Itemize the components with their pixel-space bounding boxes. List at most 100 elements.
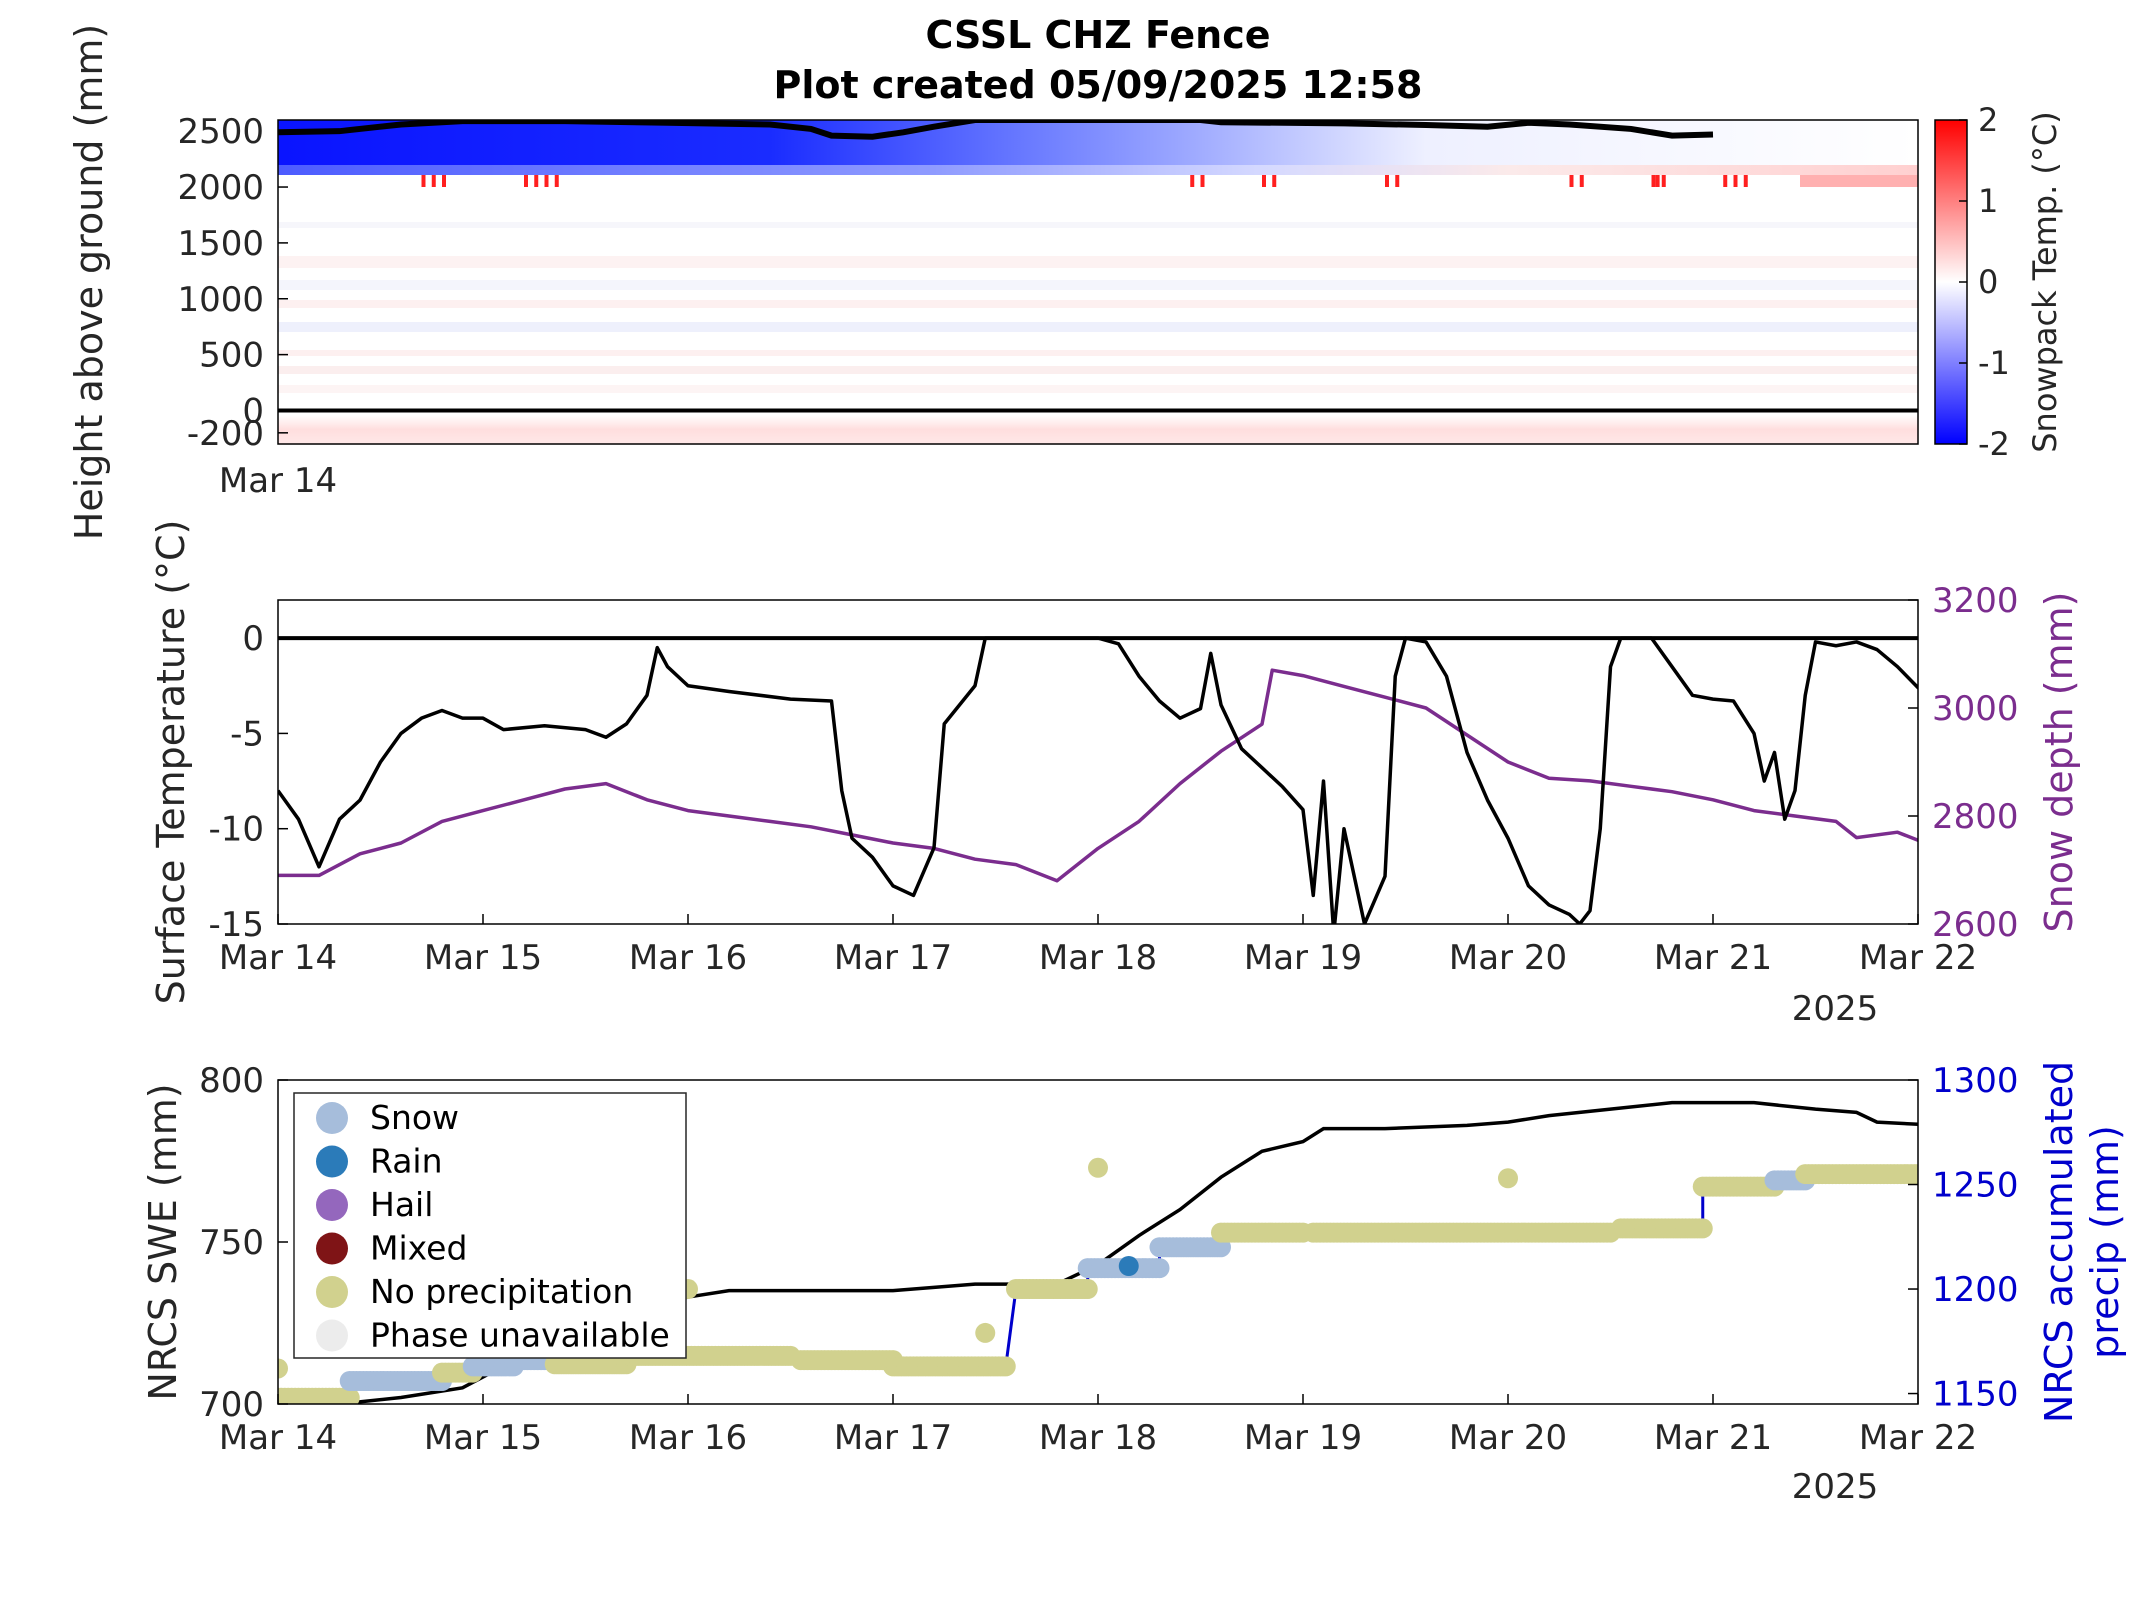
swe-ytick-label: 750 [199,1223,264,1263]
legend-label: Rain [370,1142,443,1181]
heatmap-ytick-label: 1000 [177,280,264,320]
temperature-ytick-label: -15 [208,905,264,945]
snow-depth-y-ticks: 2600 2800 3000 3200 [1908,581,2019,945]
temperature-xtick-label: Mar 17 [834,938,952,978]
precip-marker [1914,1166,1918,1182]
figure-subtitle: Plot created 05/09/2025 12:58 [774,63,1423,107]
snow-depth-ylabel: Snow depth (mm) [2037,592,2081,933]
swe-ytick-label: 800 [199,1061,264,1101]
precip-spike-marker [1498,1168,1518,1189]
precip-marker [2017,1164,2037,1184]
precip-marker [1692,1218,1713,1239]
temperature-xtick-label: Mar 14 [219,938,337,978]
swe-ylabel: NRCS SWE (mm) [141,1083,185,1400]
swe-xtick-label: Mar 18 [1039,1418,1157,1458]
precip-marker [1077,1279,1098,1300]
heatmap-ytick-label: 500 [199,336,264,376]
snow-depth-ytick-label: 2800 [1932,797,2019,837]
swe-ytick-label: 700 [199,1385,264,1425]
temperature-ytick-label: -5 [230,714,264,754]
heatmap-ytick-label: 2000 [177,168,264,208]
legend-box [293,1092,687,1359]
heatmap-ytick-label: -200 [187,414,264,454]
swe-xtick-label: Mar 22 [1859,1418,1977,1458]
precip-marker [1149,1258,1170,1279]
colorbar: 2 1 0 -1 -2 Snowpack Temp. (°C) [1934,101,2064,463]
temperature-xtick-label: Mar 20 [1449,938,1567,978]
precip-phase-markers [278,1157,2037,1404]
colorbar-tick-label: 2 [1978,101,1998,139]
colorbar-tick-label: -2 [1978,425,2010,463]
precip-spike-marker [1088,1157,1108,1178]
colorbar-label: Snowpack Temp. (°C) [2026,111,2064,453]
swe-xtick-label: Mar 16 [629,1418,747,1458]
swe-x-ticks: Mar 14 Mar 15 Mar 16 Mar 17 Mar 18 Mar 19 Mar … [219,1394,1977,1458]
colorbar-tick-label: 1 [1978,182,1998,220]
colorbar-tick-label: -1 [1978,344,2010,382]
precip-ytick-label: 1150 [1932,1375,2019,1415]
legend-label: Hail [370,1185,433,1224]
heatmap-xtick-label: Mar 14 [219,461,337,501]
precip-marker [339,1387,360,1404]
precip-ylabel-line2: precip (mm) [2083,1125,2127,1359]
swe-xtick-label: Mar 21 [1654,1418,1772,1458]
precip-spike-marker [975,1322,996,1343]
legend-label: Phase unavailable [370,1316,670,1355]
temperature-year-label: 2025 [1792,989,1879,1029]
heatmap-axes-box [277,119,1919,445]
snow-depth-line [278,668,1918,883]
rain-marker [1118,1256,1139,1277]
heatmap-y-ticks: -2000 500 1000 1500 2000 2500 [177,112,288,454]
temperature-y-ticks: -15 -10 -5 0 [208,619,288,945]
snow-depth-ytick-label: 3200 [1932,581,2019,621]
temperature-plot-area [278,600,1918,924]
temperature-xtick-label: Mar 22 [1859,938,1977,978]
precip-marker [1911,1164,1918,1184]
swe-year-label: 2025 [1792,1467,1879,1507]
heatmap-ytick-label: 0 [242,391,264,431]
temperature-xtick-label: Mar 19 [1244,938,1362,978]
swe-xtick-label: Mar 19 [1244,1418,1362,1458]
legend-label: Mixed [370,1229,467,1268]
legend-swatch [316,1102,348,1134]
legend-swatch [316,1232,348,1265]
temperature-x-ticks: Mar 14 Mar 15 Mar 16 Mar 17 Mar 18 Mar 19 Mar … [219,914,1977,978]
legend-label: Snow [370,1098,459,1137]
temperature-xtick-label: Mar 18 [1039,938,1157,978]
precip-ylabel-line1: NRCS accumulated [2037,1061,2081,1423]
swe-xtick-label: Mar 20 [1449,1418,1567,1458]
snow-surface-line [278,120,1714,140]
swe-xtick-label: Mar 15 [424,1418,542,1458]
heatmap-ytick-label: 2500 [177,112,264,152]
surface-temperature-line [278,636,1918,924]
legend-swatch [316,1276,348,1308]
swe-xtick-label: Mar 14 [219,1418,337,1458]
legend-swatch [316,1145,348,1178]
precip-spike-marker [278,1358,288,1379]
temperature-xtick-label: Mar 21 [1654,938,1772,978]
colorbar-tick-label: 0 [1978,263,1998,301]
snow-depth-ytick-label: 3000 [1932,689,2019,729]
heatmap-ylabel: Height above ground (mm) [67,24,111,541]
phase-legend: Snow Rain Hail Mixed No precipitation Phase u… [293,1092,687,1359]
precip-ytick-label: 1250 [1932,1166,2019,1206]
figure-title: CSSL CHZ Fence [925,13,1270,57]
legend-label: No precipitation [370,1272,633,1311]
temperature-xtick-label: Mar 16 [629,938,747,978]
temperature-ytick-label: -10 [208,810,264,850]
swe-xtick-label: Mar 17 [834,1418,952,1458]
legend-swatch [316,1319,348,1352]
precip-marker [995,1356,1016,1377]
temperature-ytick-label: 0 [242,619,264,659]
precip-y-ticks: 1150 1200 1250 1300 [1908,1061,2019,1415]
legend-swatch [316,1189,348,1221]
heatmap-ytick-label: 1500 [177,224,264,264]
snow-depth-ytick-label: 2600 [1932,905,2019,945]
precip-ytick-label: 1300 [1932,1061,2019,1101]
heatmap-field [278,120,1918,444]
precip-ytick-label: 1200 [1932,1270,2019,1310]
